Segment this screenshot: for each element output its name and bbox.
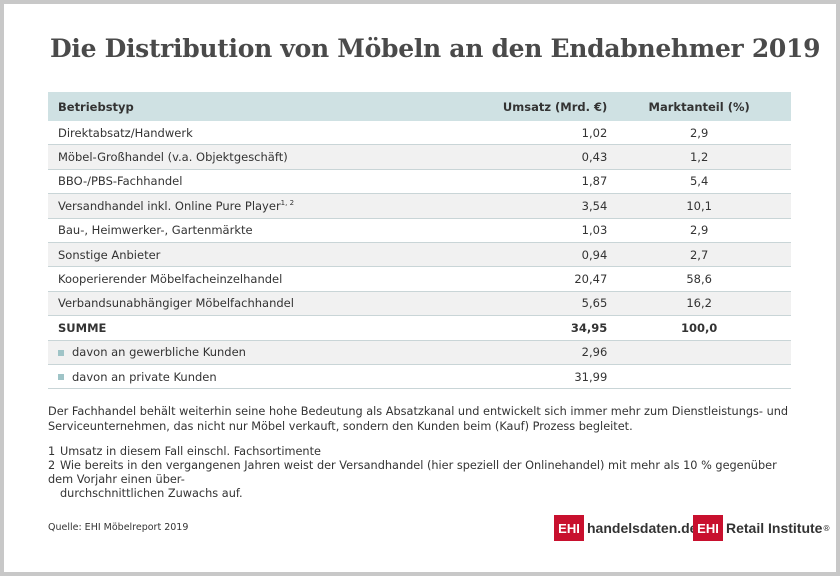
bullet-icon	[58, 374, 64, 381]
footnote-marker: 1	[48, 445, 56, 458]
table-row: Möbel-Großhandel (v.a. Objektgeschäft) 0…	[48, 144, 791, 170]
retail-institute-logo: EHI Retail Institute ®	[693, 515, 830, 541]
cell-umsatz: 1,03	[486, 218, 608, 243]
row-label: davon an private Kunden	[72, 369, 217, 384]
row-label: davon an gewerbliche Kunden	[72, 345, 246, 360]
ehi-badge: EHI	[693, 515, 723, 541]
logo-text: handelsdaten.de	[587, 520, 698, 536]
distribution-table: Betriebstyp Umsatz (Mrd. €) Marktanteil …	[48, 92, 791, 390]
explanatory-note: Der Fachhandel behält weiterhin seine ho…	[48, 405, 789, 433]
footnote-ref: 1, 2	[280, 199, 295, 208]
row-label: Verbandsunabhängiger Möbelfachhandel	[48, 291, 487, 317]
row-label: BBO-/PBS-Fachhandel	[48, 169, 487, 195]
footnote-marker: 2	[48, 459, 56, 472]
footnote-1: 1 Umsatz in diesem Fall einschl. Fachsort…	[48, 445, 798, 459]
table-row: Kooperierender Möbelfacheinzelhandel 20,…	[48, 266, 791, 292]
ehi-badge: EHI	[554, 515, 584, 541]
table-row-sub: davon an gewerbliche Kunden 2,96	[48, 340, 791, 365]
cell-anteil: 10,1	[607, 193, 791, 219]
table-row: Verbandsunabhängiger Möbelfachhandel 5,6…	[48, 291, 791, 317]
column-header-marktanteil: Marktanteil (%)	[607, 92, 791, 121]
row-label: Versandhandel inkl. Online Pure Player	[58, 198, 281, 213]
cell-umsatz: 20,47	[486, 266, 608, 292]
column-header-betriebstyp: Betriebstyp	[48, 92, 487, 121]
table-row-sub: davon an private Kunden 31,99	[48, 364, 791, 390]
cell-anteil	[607, 340, 791, 365]
table-row: BBO-/PBS-Fachhandel 1,87 5,4	[48, 169, 791, 195]
footnote-text: Umsatz in diesem Fall einschl. Fachsorti…	[60, 445, 321, 458]
cell-anteil: 1,2	[607, 144, 791, 170]
cell-umsatz: 3,54	[486, 193, 608, 219]
cell-anteil: 5,4	[607, 169, 791, 195]
cell-anteil: 58,6	[607, 266, 791, 292]
cell-anteil: 2,9	[607, 218, 791, 243]
footnote-text-continued: durchschnittlichen Zuwachs auf.	[60, 487, 243, 500]
row-label-cell: davon an private Kunden	[48, 364, 487, 390]
cell-anteil: 16,2	[607, 291, 791, 317]
row-label: Möbel-Großhandel (v.a. Objektgeschäft)	[48, 144, 487, 170]
cell-anteil	[607, 364, 791, 390]
cell-umsatz: 0,94	[486, 242, 608, 268]
table-header-row: Betriebstyp Umsatz (Mrd. €) Marktanteil …	[48, 92, 791, 121]
cell-umsatz: 1,87	[486, 169, 608, 195]
cell-anteil: 100,0	[607, 315, 791, 341]
cell-anteil: 2,9	[607, 121, 791, 146]
row-label-cell: Versandhandel inkl. Online Pure Player1,…	[48, 193, 487, 219]
footnote-text: Wie bereits in den vergangenen Jahren we…	[48, 459, 777, 486]
source-label: Quelle: EHI Möbelreport 2019	[48, 522, 189, 533]
cell-umsatz: 31,99	[486, 364, 608, 390]
registered-mark: ®	[822, 523, 831, 533]
row-label-cell: davon an gewerbliche Kunden	[48, 340, 487, 365]
bullet-icon	[58, 349, 64, 356]
cell-umsatz: 0,43	[486, 144, 608, 170]
row-label: SUMME	[48, 315, 487, 341]
row-label: Kooperierender Möbelfacheinzelhandel	[48, 266, 487, 292]
row-label: Sonstige Anbieter	[48, 242, 487, 268]
table-row: Versandhandel inkl. Online Pure Player1,…	[48, 193, 791, 219]
handelsdaten-logo: EHI handelsdaten.de	[554, 515, 697, 541]
table-row-summe: SUMME 34,95 100,0	[48, 315, 791, 341]
row-label: Bau-, Heimwerker-, Gartenmärkte	[48, 218, 487, 243]
cell-anteil: 2,7	[607, 242, 791, 268]
table-row: Bau-, Heimwerker-, Gartenmärkte 1,03 2,9	[48, 218, 791, 243]
row-label: Direktabsatz/Handwerk	[48, 121, 487, 146]
table-row: Direktabsatz/Handwerk 1,02 2,9	[48, 121, 791, 146]
cell-umsatz: 2,96	[486, 340, 608, 365]
column-header-umsatz: Umsatz (Mrd. €)	[486, 92, 608, 121]
chart-title: Die Distribution von Möbeln an den Endab…	[50, 34, 821, 63]
cell-umsatz: 5,65	[486, 291, 608, 317]
cell-umsatz: 1,02	[486, 121, 608, 146]
footnote-2: 2 Wie bereits in den vergangenen Jahren w…	[48, 459, 798, 501]
logo-text: Retail Institute	[726, 520, 823, 536]
table-row: Sonstige Anbieter 0,94 2,7	[48, 242, 791, 268]
cell-umsatz: 34,95	[486, 315, 608, 341]
